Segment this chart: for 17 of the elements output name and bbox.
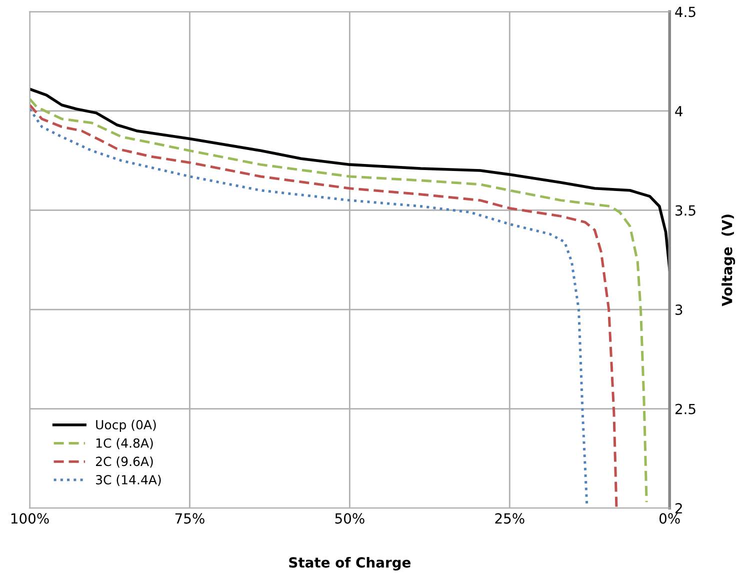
y-tick-label: 4.5 — [675, 6, 696, 18]
x-tick-label: 100% — [11, 513, 49, 524]
x-tick-label: 75% — [175, 513, 204, 524]
y-tick-label: 2.5 — [675, 404, 696, 414]
legend-label: 3C (14.4A) — [96, 474, 161, 486]
legend-label: 1C (4.8A) — [96, 438, 153, 450]
legend-label: Uocp (0A) — [96, 420, 156, 432]
y-axis-title: Voltage (V) — [722, 214, 736, 306]
x-tick-label: 0% — [660, 513, 680, 524]
y-tick-label: 4 — [675, 106, 683, 116]
y-tick-label: 3.5 — [676, 205, 696, 216]
y-tick-label: 3 — [676, 304, 682, 315]
legend-label: 2C (9.6A) — [96, 456, 153, 468]
x-axis-title: State of Charge — [289, 556, 411, 570]
x-tick-label: 50% — [335, 513, 364, 524]
x-tick-label: 25% — [495, 513, 524, 524]
y-tick-label: 2 — [675, 503, 682, 514]
